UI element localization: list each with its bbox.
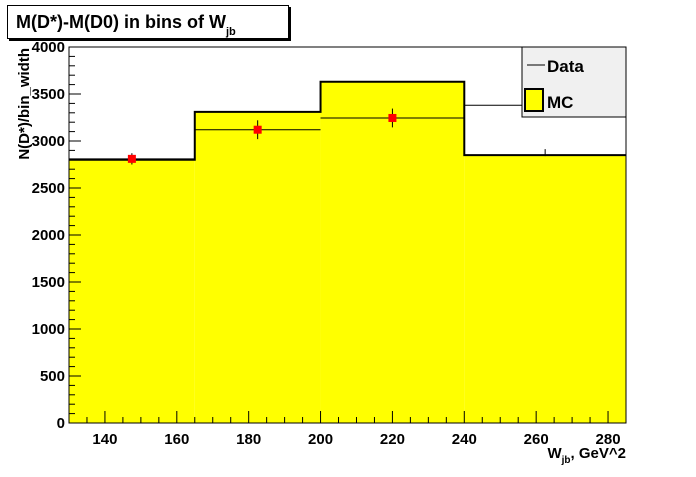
y-tick-label: 4000	[32, 39, 65, 56]
mc-bin-0	[69, 159, 195, 424]
y-tick-label: 1000	[32, 321, 65, 338]
mc-bin-3	[464, 155, 626, 423]
x-tick-label: 160	[164, 431, 189, 448]
axis-ticks	[68, 46, 627, 424]
legend: Data MC	[521, 46, 627, 118]
mc-fill-layer	[69, 81, 626, 424]
legend-label-mc: MC	[547, 93, 573, 112]
x-tick-label: 200	[308, 431, 333, 448]
mc-bin-2	[320, 81, 465, 423]
y-tick-label: 2000	[32, 227, 65, 244]
mc-histogram-outline	[69, 80, 626, 161]
tick-labels: 140 160 180 200 220 240 260 280 0 500 1000 1500 2000…	[32, 39, 621, 448]
mc-step-line	[69, 80, 626, 161]
mc-bin-1	[194, 111, 321, 424]
x-axis-label: Wjb, GeV^2	[547, 445, 626, 466]
data-point-2	[388, 113, 397, 122]
chart-title: M(D*)-M(D0) in bins of Wjb	[16, 12, 236, 38]
x-tick-label: 180	[236, 431, 261, 448]
x-tick-label: 280	[596, 431, 621, 448]
legend-mc-swatch	[524, 88, 544, 112]
y-tick-label: 1500	[32, 274, 65, 291]
x-tick-label: 240	[452, 431, 477, 448]
legend-label-data: Data	[547, 57, 584, 76]
data-point-0	[127, 154, 136, 163]
chart-title-box: M(D*)-M(D0) in bins of Wjb	[7, 5, 289, 39]
x-tick-label: 260	[524, 431, 549, 448]
data-point-1	[253, 125, 262, 134]
y-axis-label: N(D*)/bin_width	[16, 48, 33, 160]
y-tick-label: 0	[57, 415, 65, 432]
y-tick-label: 3000	[32, 133, 65, 150]
x-tick-label: 140	[92, 431, 117, 448]
y-tick-label: 500	[40, 368, 65, 385]
y-tick-label: 2500	[32, 180, 65, 197]
y-tick-label: 3500	[32, 86, 65, 103]
x-tick-label: 220	[380, 431, 405, 448]
